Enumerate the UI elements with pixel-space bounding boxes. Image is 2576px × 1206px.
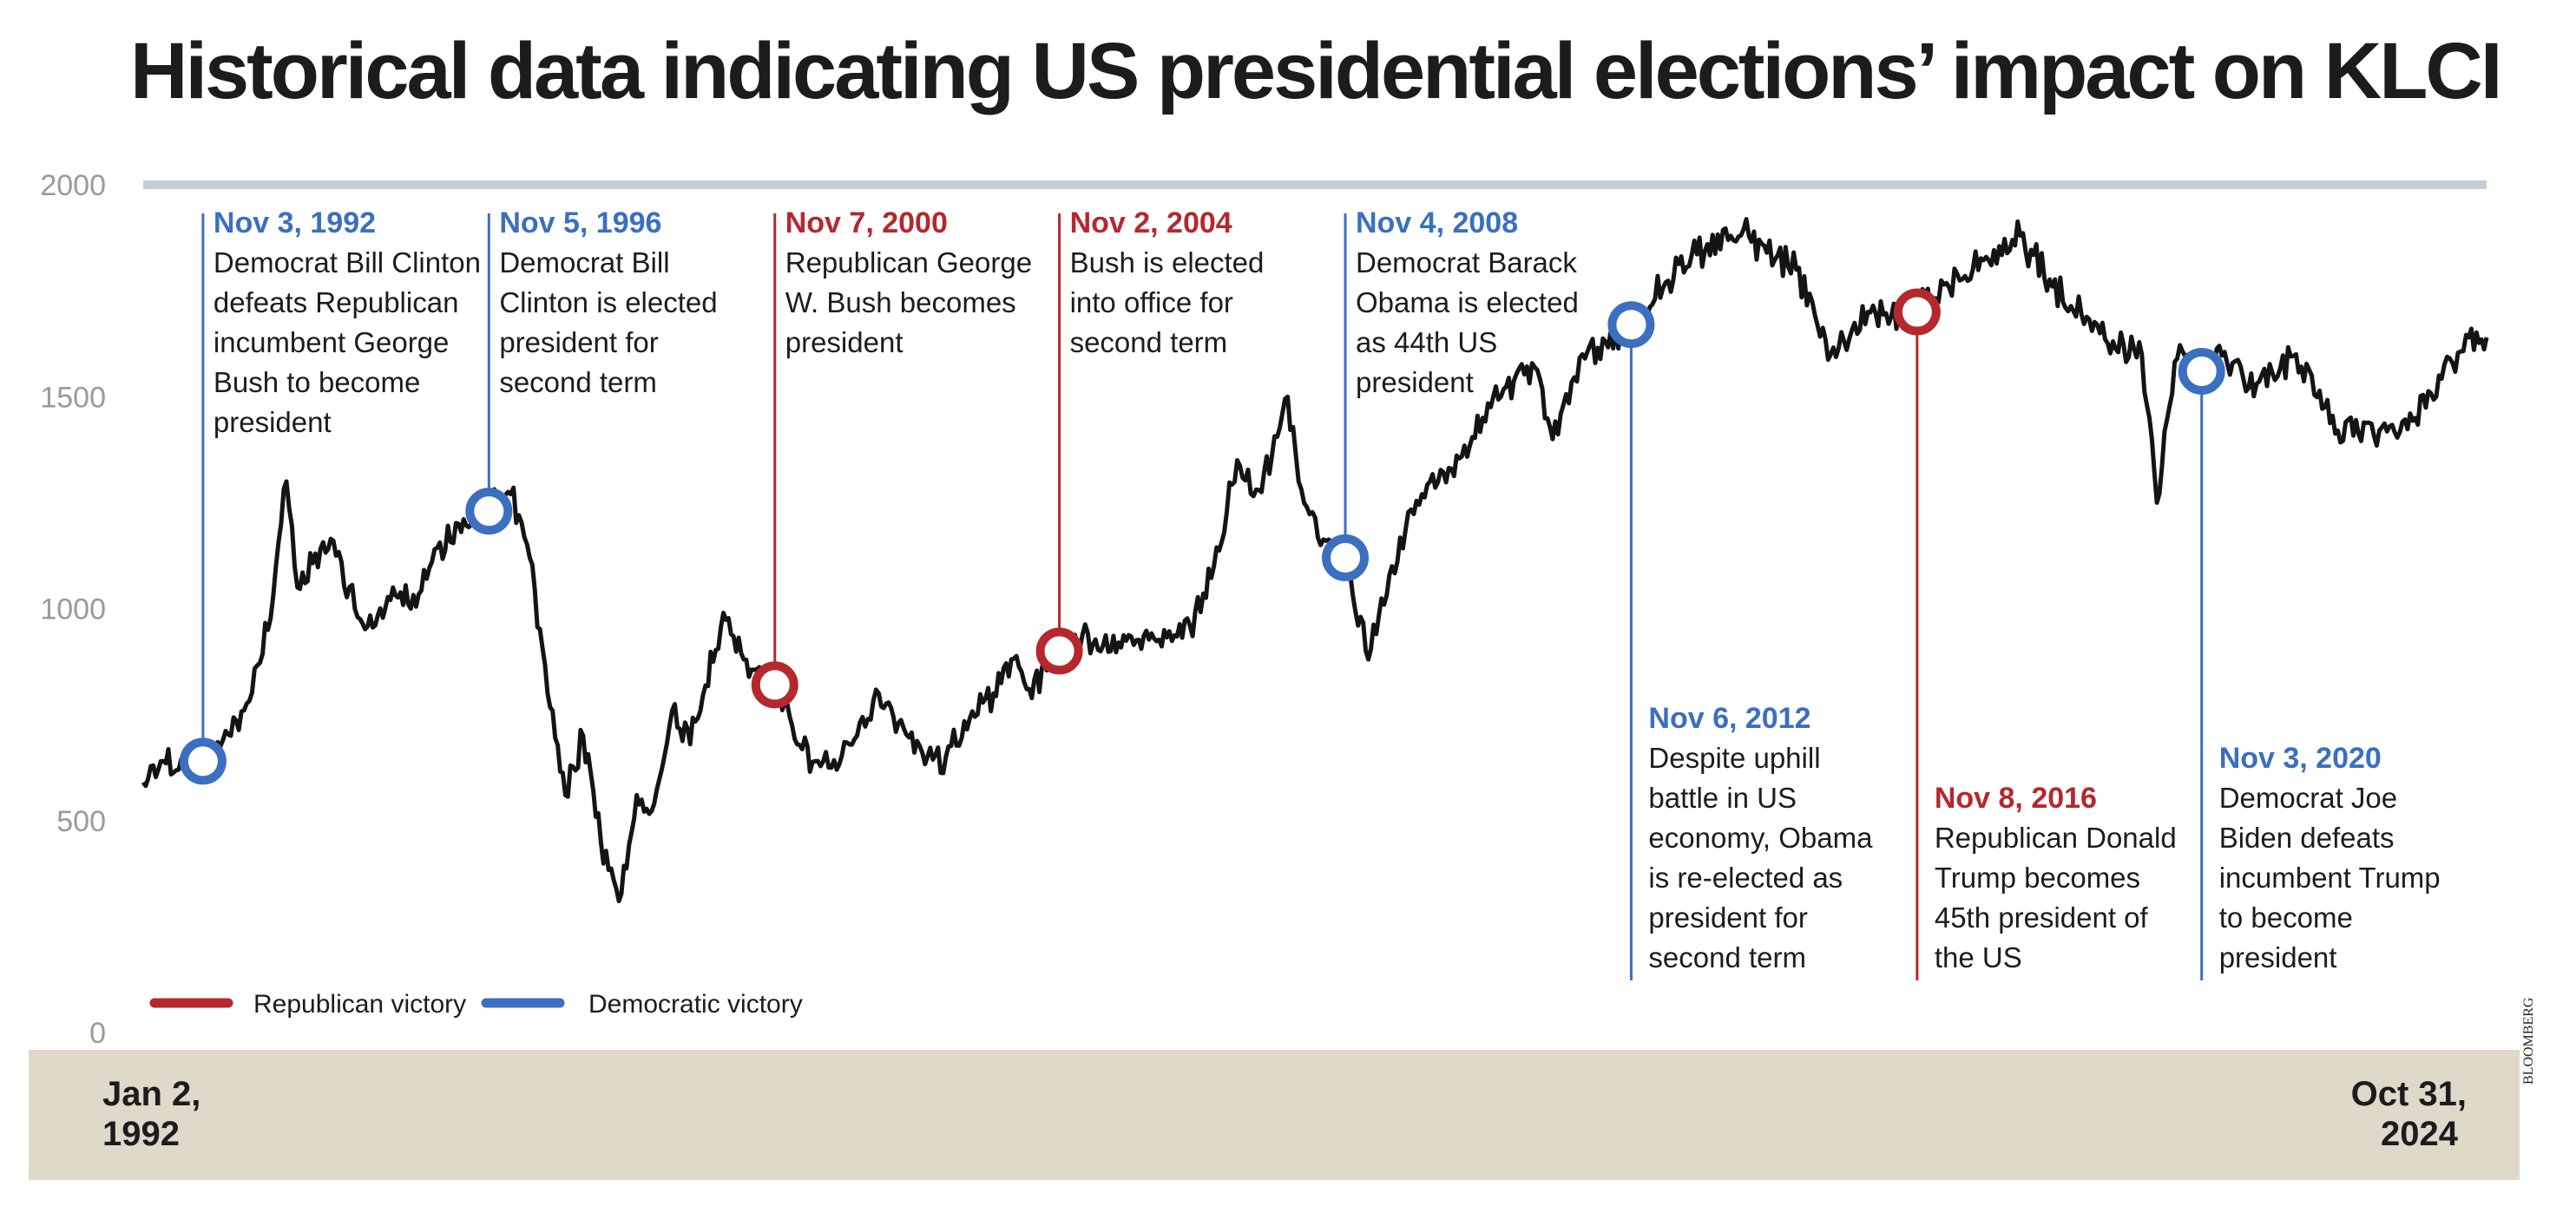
x-start-label-line2: 1992 bbox=[102, 1115, 180, 1153]
event-marker-democratic bbox=[465, 488, 513, 535]
klci-series-line bbox=[141, 217, 2489, 904]
klci-series-layer bbox=[141, 217, 2489, 904]
event-description-line: is re-elected as bbox=[1648, 862, 1843, 894]
event-description-line: Biden defeats bbox=[2219, 822, 2395, 854]
date-axis-band-layer: Jan 2,1992 Oct 31,2024 bbox=[29, 1050, 2520, 1180]
event-markers-layer bbox=[179, 288, 2225, 785]
x-end-label-line1: Oct 31, bbox=[2351, 1075, 2467, 1113]
event-description-line: Bush is elected bbox=[1070, 246, 1265, 279]
event-description-line: as 44th US bbox=[1356, 326, 1497, 358]
event-description-line: Democrat Barack bbox=[1356, 246, 1577, 279]
event-date-label: Nov 6, 2012 bbox=[1648, 702, 1810, 735]
event-date-label: Nov 8, 2016 bbox=[1935, 782, 2097, 815]
event-description-line: W. Bush becomes bbox=[785, 286, 1016, 318]
event-description-line: Democrat Bill Clinton bbox=[214, 246, 481, 279]
event-description-line: 45th president of bbox=[1935, 901, 2149, 934]
event-description-line: incumbent George bbox=[214, 326, 450, 358]
event-marker-republican bbox=[1893, 288, 1941, 336]
event-description-line: economy, Obama bbox=[1648, 822, 1873, 854]
legend-label-democratic: Democratic victory bbox=[588, 990, 803, 1019]
event-description-line: to become bbox=[2219, 901, 2353, 934]
event-description-line: Democrat Joe bbox=[2219, 782, 2397, 814]
event-description-line: defeats Republican bbox=[214, 286, 459, 318]
event-description-line: president for bbox=[499, 326, 658, 358]
event-description-line: president bbox=[1356, 366, 1474, 398]
source-credit: BLOOMBERG bbox=[2521, 997, 2536, 1085]
legend: Republican victory Democratic victory bbox=[149, 990, 803, 1019]
date-axis-band bbox=[29, 1050, 2520, 1180]
event-description-line: president bbox=[785, 326, 904, 358]
event-description-line: battle in US bbox=[1648, 782, 1797, 814]
event-description-line: into office for bbox=[1070, 286, 1233, 318]
event-date-label: Nov 5, 1996 bbox=[499, 206, 661, 239]
event-marker-democratic bbox=[179, 737, 227, 785]
event-description-line: Despite uphill bbox=[1648, 742, 1820, 774]
event-date-label: Nov 4, 2008 bbox=[1356, 206, 1518, 239]
y-axis-layer: 0 500 1000 1500 2000 bbox=[40, 169, 2487, 1050]
event-date-label: Nov 7, 2000 bbox=[785, 206, 948, 239]
event-marker-republican bbox=[1035, 627, 1083, 675]
event-date-label: Nov 3, 1992 bbox=[214, 206, 376, 239]
event-description-line: president bbox=[2219, 941, 2337, 973]
x-end-label-line2: 2024 bbox=[2381, 1115, 2459, 1153]
event-description-line: Obama is elected bbox=[1356, 286, 1579, 318]
y-tick-label-2000: 2000 bbox=[40, 169, 106, 202]
event-description-line: Republican George bbox=[785, 246, 1032, 279]
y-tick-label-0: 0 bbox=[89, 1017, 106, 1050]
event-description-line: second term bbox=[1648, 941, 1806, 973]
event-description-line: president for bbox=[1648, 901, 1807, 934]
event-marker-republican bbox=[751, 661, 798, 709]
y-tick-label-1500: 1500 bbox=[40, 381, 106, 414]
event-marker-democratic bbox=[1322, 534, 1370, 581]
event-description-line: the US bbox=[1935, 941, 2022, 973]
event-leader-lines-layer bbox=[201, 213, 2204, 980]
event-description-line: Republican Donald bbox=[1935, 822, 2177, 854]
event-description-line: Clinton is elected bbox=[499, 286, 717, 318]
top-rule bbox=[143, 180, 2487, 189]
x-start-label-line1: Jan 2, bbox=[102, 1075, 200, 1113]
y-tick-label-1000: 1000 bbox=[40, 593, 106, 626]
event-marker-democratic bbox=[1607, 301, 1655, 349]
event-date-label: Nov 2, 2004 bbox=[1070, 206, 1232, 239]
chart-title: Historical data indicating US presidenti… bbox=[130, 27, 2502, 115]
event-marker-democratic bbox=[2178, 347, 2225, 395]
event-description-line: Bush to become bbox=[214, 366, 420, 398]
event-description-line: second term bbox=[499, 366, 657, 398]
event-description-line: second term bbox=[1070, 326, 1228, 358]
event-annotations-layer: Nov 3, 1992 Democrat Bill Clinton defeats … bbox=[214, 206, 2441, 973]
event-description-line: Trump becomes bbox=[1935, 862, 2140, 894]
event-description-line: president bbox=[214, 406, 332, 438]
legend-label-republican: Republican victory bbox=[253, 990, 466, 1019]
event-description-line: Democrat Bill bbox=[499, 246, 669, 279]
y-tick-label-500: 500 bbox=[56, 805, 106, 838]
event-description-line: incumbent Trump bbox=[2219, 862, 2441, 894]
event-date-label: Nov 3, 2020 bbox=[2219, 742, 2382, 775]
